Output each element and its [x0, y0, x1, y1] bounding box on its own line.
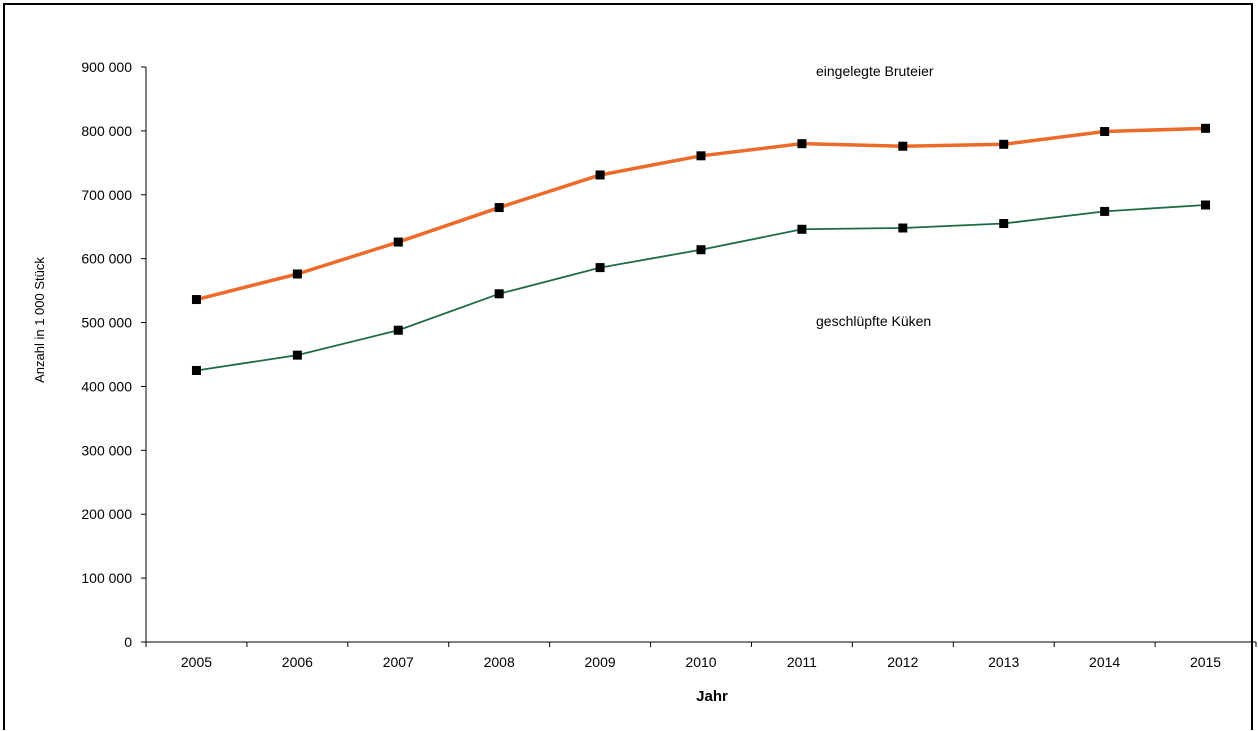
x-axis-title: Jahr: [696, 688, 728, 705]
x-tick-label: 2006: [282, 654, 313, 670]
data-point-marker: [1201, 200, 1211, 210]
x-tick-label: 2015: [1190, 654, 1221, 670]
data-point-marker: [1100, 127, 1110, 137]
data-point-marker: [191, 295, 201, 305]
data-point-marker: [494, 289, 504, 299]
x-tick-label: 2013: [988, 654, 1019, 670]
y-tick-label: 500 000: [81, 315, 132, 331]
data-point-marker: [494, 203, 504, 213]
series-line: [196, 204, 1206, 372]
data-point-marker: [1201, 123, 1211, 133]
y-tick-label: 700 000: [81, 187, 132, 203]
data-point-marker: [191, 365, 201, 375]
x-tick-label: 2005: [181, 654, 212, 670]
y-tick-label: 300 000: [81, 442, 132, 458]
y-tick-label: 200 000: [81, 506, 132, 522]
data-point-marker: [292, 350, 302, 360]
data-point-marker: [1100, 206, 1110, 216]
y-axis-title: Anzahl in 1 000 Stück: [32, 257, 47, 383]
y-tick-label: 400 000: [81, 378, 132, 394]
data-point-marker: [696, 151, 706, 161]
x-tick-label: 2014: [1089, 654, 1120, 670]
x-tick-label: 2012: [887, 654, 918, 670]
x-tick-label: 2010: [685, 654, 716, 670]
data-point-marker: [595, 263, 605, 273]
x-tick-label: 2009: [585, 654, 616, 670]
x-tick-label: 2008: [484, 654, 515, 670]
y-tick-label: 800 000: [81, 123, 132, 139]
series-group: [191, 123, 1211, 375]
x-tick-label: 2007: [383, 654, 414, 670]
data-point-marker: [898, 223, 908, 233]
data-point-marker: [595, 170, 605, 180]
y-tick-label: 100 000: [81, 570, 132, 586]
y-axis: 0 100 000 200 000 300 000 400 000 500 000 600 …: [81, 59, 147, 650]
x-tick-label: 2011: [787, 654, 817, 670]
series-label-eingelegte-bruteier: eingelegte Bruteier: [816, 63, 934, 79]
data-point-marker: [696, 245, 706, 255]
data-point-marker: [999, 219, 1009, 229]
data-point-marker: [898, 141, 908, 151]
data-point-marker: [292, 269, 302, 279]
data-point-marker: [393, 237, 403, 247]
y-tick-label: 0: [124, 634, 132, 650]
y-tick-label: 900 000: [81, 59, 132, 75]
x-axis: 2005 2006 2007 2008 2009 2010 2011 2012 2013 2014…: [145, 641, 1257, 670]
chart-frame: [3, 3, 1253, 730]
data-point-marker: [999, 139, 1009, 149]
series-labels: eingelegte Bruteier geschlüpfte Küken: [816, 63, 934, 329]
series-label-geschluepfte-kueken: geschlüpfte Küken: [816, 313, 931, 329]
data-point-marker: [797, 224, 807, 234]
data-point-marker: [797, 139, 807, 149]
y-tick-label: 600 000: [81, 251, 132, 267]
data-point-marker: [393, 325, 403, 335]
